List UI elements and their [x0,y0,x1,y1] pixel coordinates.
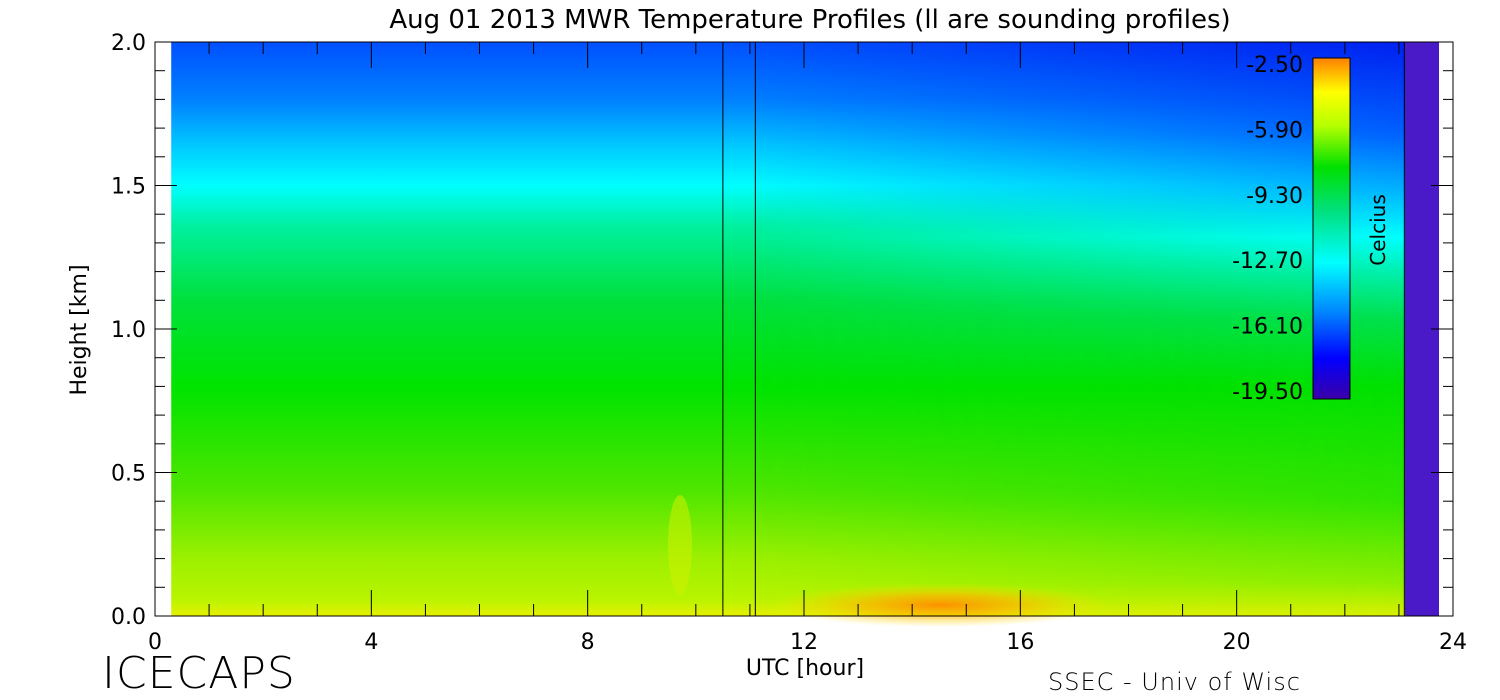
sounding-gap-band [722,42,756,616]
colorbar-tick-label: -16.10 [1232,315,1303,340]
temperature-field [165,42,1439,627]
colorbar-tick-label: -2.50 [1246,53,1303,78]
y-tick-label: 2.0 [111,31,146,56]
colorbar-tick-label: -5.90 [1246,118,1303,143]
y-tick-label: 1.0 [111,318,146,343]
colorbar: -2.50 -5.90 -9.30 -12.70 -16.10 -19.50 Celciu… [1232,53,1390,405]
x-tick-label: 4 [364,630,378,655]
colorbar-tick-labels: -2.50 -5.90 -9.30 -12.70 -16.10 -19.50 [1232,53,1303,405]
plot-frame [154,41,1454,617]
icecaps-logo: ICECAPS [102,648,296,699]
ssec-credit: SSEC - Univ of Wisc [1048,668,1301,696]
x-tick-label: 16 [1006,630,1034,655]
x-axis-label: UTC [hour] [746,656,864,681]
colorbar-tick-label: -9.30 [1246,184,1303,209]
sounding-lines [722,42,1405,616]
colorbar-bar [1312,57,1351,400]
colorbar-tick-label: -12.70 [1232,249,1303,274]
field-cold-blend [165,42,1405,616]
x-tick-labels: 0 4 8 12 16 20 24 [148,630,1467,655]
warm-surface-layer-2 [668,495,692,595]
y-tick-label: 1.5 [111,175,146,200]
x-tick-label: 12 [790,630,818,655]
y-axis-label: Height [km] [67,264,92,395]
x-tick-label: 24 [1439,630,1467,655]
y-tick-label: 0.0 [111,605,146,630]
y-tick-label: 0.5 [111,462,146,487]
warm-surface-layer [770,583,1110,627]
x-tick-label: 0 [148,630,162,655]
x-tick-label: 20 [1223,630,1251,655]
colorbar-tick-label: -19.50 [1232,380,1303,405]
chart-title: Aug 01 2013 MWR Temperature Profiles (ll… [389,5,1230,35]
x-tick-label: 8 [581,630,595,655]
y-tick-labels: 0.0 0.5 1.0 1.5 2.0 [111,31,146,630]
colorbar-label: Celcius [1366,194,1390,265]
